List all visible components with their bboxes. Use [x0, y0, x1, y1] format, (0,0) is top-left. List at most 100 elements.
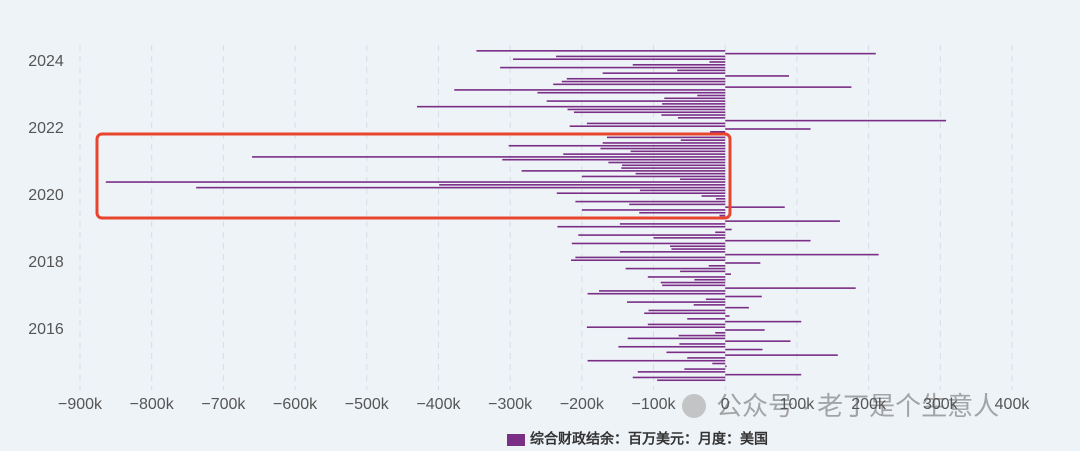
bar [553, 83, 726, 86]
x-tick-label: 400k [995, 396, 1031, 413]
x-tick-label: 100k [780, 396, 816, 413]
bar [439, 184, 726, 186]
bar [556, 55, 726, 58]
bar [725, 75, 790, 77]
bar [725, 119, 947, 122]
bar [715, 197, 726, 200]
bar [573, 111, 726, 114]
y-tick-label: 2018 [28, 254, 64, 271]
bar [647, 276, 726, 278]
bar [586, 326, 726, 329]
bar [662, 103, 726, 105]
bar [569, 125, 726, 128]
bar [725, 273, 731, 275]
bar [586, 122, 726, 125]
bar [712, 362, 726, 365]
bar [556, 192, 726, 195]
x-tick-label: −700k [201, 396, 246, 413]
bar [639, 211, 726, 214]
bar [671, 248, 726, 250]
bar [627, 301, 726, 303]
bar [627, 337, 726, 340]
bar [680, 178, 726, 181]
bar [513, 58, 726, 61]
bar [252, 156, 726, 158]
bar [632, 376, 726, 379]
bar [687, 318, 726, 320]
bar [647, 323, 726, 326]
bar [709, 61, 726, 63]
bar [625, 267, 726, 270]
bar [694, 278, 726, 281]
bar [557, 225, 726, 228]
bar [521, 170, 726, 172]
bar [708, 264, 726, 267]
bar [578, 234, 726, 236]
bar [725, 315, 730, 317]
bar [725, 340, 791, 342]
bar [680, 270, 726, 273]
bar [725, 128, 811, 130]
highlight-box [95, 132, 732, 220]
bar [644, 312, 726, 315]
x-tick-label: 300k [923, 396, 959, 413]
bar [476, 50, 726, 52]
bar [566, 77, 726, 80]
bar [715, 331, 726, 334]
bar [677, 117, 726, 119]
bar [725, 306, 749, 309]
bar [725, 373, 802, 376]
bar [715, 231, 726, 234]
bar [662, 284, 726, 287]
bar [719, 214, 726, 217]
bar [571, 242, 726, 245]
bar [684, 368, 726, 370]
bar [571, 259, 726, 262]
bar [701, 195, 726, 197]
bar [725, 295, 762, 298]
bar [687, 357, 726, 359]
watermark-icon [682, 394, 706, 418]
bar [581, 175, 726, 178]
bar [500, 66, 726, 69]
bar [648, 309, 726, 312]
bar [725, 329, 765, 331]
legend-swatch [507, 434, 525, 446]
bar [725, 86, 852, 88]
bar [697, 94, 726, 97]
y-tick-label: 2016 [28, 321, 64, 338]
bar [710, 130, 726, 133]
y-tick-label: 2022 [28, 120, 64, 137]
bar [725, 348, 763, 351]
x-tick-label: −100k [632, 396, 677, 413]
bar [725, 228, 732, 231]
legend-label: 综合财政结余：百万美元：月度：美国 [530, 431, 768, 447]
watermark: 公众号 · 老丁是个生意人 [716, 391, 999, 421]
bar [635, 172, 726, 175]
bar [725, 354, 838, 356]
bar [618, 345, 726, 348]
bar [725, 239, 811, 242]
bar [661, 114, 726, 116]
bar [637, 371, 726, 373]
bar [679, 343, 726, 345]
bar [653, 237, 726, 239]
bar [725, 52, 876, 55]
bar [657, 379, 726, 382]
bar [546, 100, 726, 102]
bar [416, 105, 726, 108]
bar [725, 287, 856, 289]
bar [575, 256, 726, 259]
bar [670, 245, 726, 248]
bar [454, 89, 726, 91]
bar [619, 251, 726, 253]
bar [725, 220, 840, 222]
bar [666, 351, 726, 354]
x-tick-label: −200k [560, 396, 605, 413]
bar [563, 153, 726, 155]
bar [725, 320, 802, 323]
bar [608, 161, 726, 164]
bar [602, 72, 726, 74]
bar [196, 186, 726, 189]
